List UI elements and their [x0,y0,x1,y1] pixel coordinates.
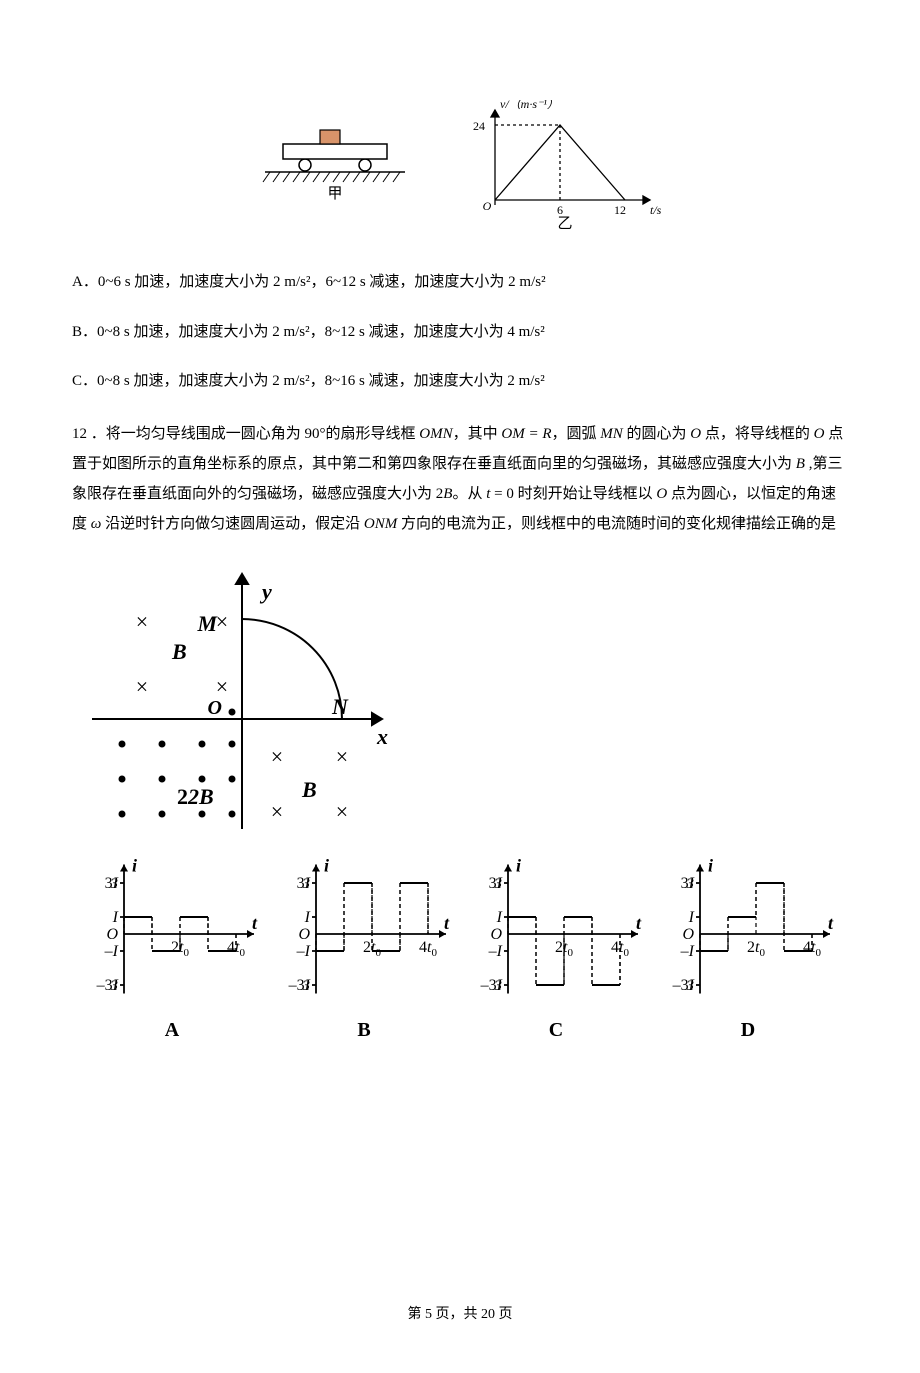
answer-a: 333II–I–3IOit2t04t0 A [82,859,262,1042]
b-quad4-label: B [301,777,317,802]
svg-text:O: O [490,926,502,943]
svg-text:2t0: 2t0 [747,939,765,959]
main-coordinate-diagram: × × × × B × × × × B 22B y x O M N [82,559,848,839]
svg-text:t: t [828,913,834,933]
svg-text:t: t [252,913,258,933]
svg-text:–I: –I [680,943,695,960]
answer-b: 333II–I–3IOit2t04t0 B [274,859,454,1042]
svg-text:I: I [688,909,695,926]
y-axis-label: y [259,579,272,604]
svg-text:i: i [516,859,521,876]
svg-text:I: I [304,909,311,926]
xpeak-label: 6 [557,203,563,217]
m-label: M [196,611,218,636]
figure-cart: 甲 [255,100,415,230]
svg-text:4t0: 4t0 [419,939,437,959]
option-c: C．0~8 s 加速，加速度大小为 2 m/s²，8~16 s 减速，加速度大小… [72,369,848,395]
answer-c: 333II–I–3IOit2t04t0 C [466,859,646,1042]
svg-text:–I: –I [488,943,503,960]
svg-text:×: × [216,609,228,634]
svg-text:t: t [636,913,642,933]
xaxis-label: t/s [650,203,662,217]
svg-text:–I: –I [104,943,119,960]
svg-text:O: O [682,926,694,943]
origin-label: O [483,199,492,213]
svg-text:22B: 22B [177,784,214,809]
ymax-label: 24 [473,119,485,133]
svg-text:×: × [136,674,148,699]
svg-text:3I: 3I [297,875,311,892]
b-quad3-label: 2B [187,784,214,809]
svg-text:3I: 3I [681,875,695,892]
svg-text:×: × [271,744,283,769]
svg-text:I: I [496,909,503,926]
svg-text:O: O [298,926,310,943]
question-12: 12 ．将一均匀导线围成一圆心角为 90°的扇形导线框 OMN，其中 OM = … [72,419,848,539]
option-a: A．0~6 s 加速，加速度大小为 2 m/s²，6~12 s 减速，加速度大小… [72,270,848,296]
svg-text:i: i [132,859,137,876]
figure2-caption: 乙 [557,216,572,230]
svg-text:I: I [112,909,119,926]
origin-label-main: O [208,697,222,719]
svg-text:t: t [444,913,450,933]
b-quad2-label: B [171,639,187,664]
svg-text:3I: 3I [489,875,503,892]
svg-text:×: × [336,744,348,769]
page-footer: 第 5 页，共 20 页 [0,1303,920,1323]
figure-vt-graph: 24 v/（m·s⁻¹） O 6 12 t/s 乙 [465,100,665,230]
svg-text:–I: –I [296,943,311,960]
answer-choices-row: 333II–I–3IOit2t04t0 A 333II–I–3IOit2t04t… [72,859,848,1042]
svg-text:i: i [708,859,713,876]
figure1-caption: 甲 [327,186,342,200]
svg-text:–3I: –3I [480,977,503,994]
n-label: N [331,694,349,719]
svg-text:×: × [136,609,148,634]
svg-text:3I: 3I [105,875,119,892]
svg-text:×: × [271,799,283,824]
xend-label: 12 [614,203,626,217]
yaxis-label: v/（m·s⁻¹） [500,100,559,111]
svg-text:O: O [106,926,118,943]
option-b: B．0~8 s 加速，加速度大小为 2 m/s²，8~12 s 减速，加速度大小… [72,320,848,346]
svg-text:–3I: –3I [288,977,311,994]
svg-text:×: × [336,799,348,824]
top-figures-row: 甲 24 v/（m·s⁻¹） O 6 12 t/s 乙 [72,100,848,230]
x-axis-label: x [376,724,388,749]
svg-text:×: × [216,674,228,699]
svg-text:i: i [324,859,329,876]
svg-text:–3I: –3I [672,977,695,994]
svg-text:–3I: –3I [96,977,119,994]
answer-d: 333II–I–3IOit2t04t0 D [658,859,838,1042]
